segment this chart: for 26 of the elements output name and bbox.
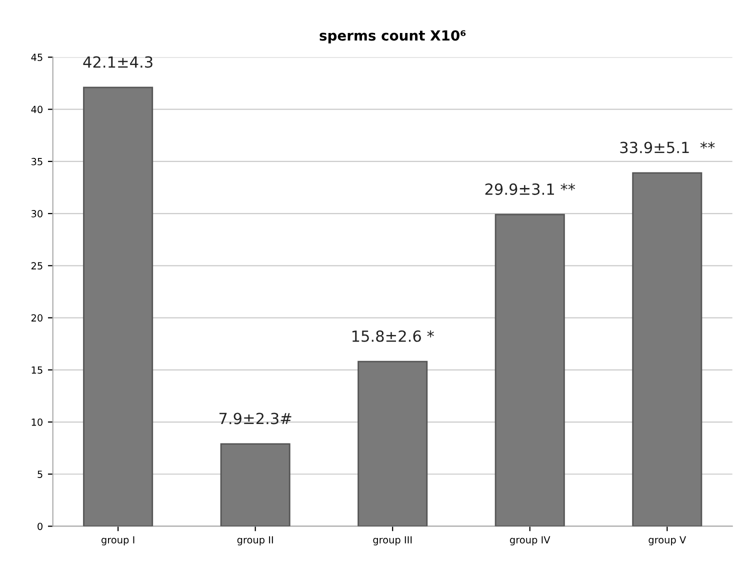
bar: [494, 214, 565, 526]
x-tick-label: group IV: [510, 536, 550, 546]
y-tick-label: 5: [38, 470, 42, 478]
x-tick-label: group III: [373, 536, 412, 546]
y-tick-label: 35: [32, 158, 42, 166]
data-label: 33.9±5.1 **: [620, 142, 715, 154]
x-tick-label: group II: [237, 536, 273, 546]
data-label: 42.1±4.3: [83, 56, 152, 68]
data-label: 29.9±3.1 **: [485, 183, 576, 195]
y-tick-label: 30: [32, 210, 42, 218]
x-tick-label: group I: [101, 536, 134, 546]
bar: [358, 360, 428, 526]
y-tick-label: 45: [31, 54, 42, 62]
chart-title: sperms count X10⁶: [320, 30, 466, 44]
x-tick-label: group V: [648, 536, 686, 546]
data-label: 7.9±2.3#: [219, 412, 292, 424]
bar: [632, 172, 702, 526]
y-tick-label: 15: [32, 366, 42, 374]
y-tick-label: 20: [31, 314, 42, 322]
y-tick-label: 0: [38, 522, 42, 530]
y-tick-label: 10: [32, 418, 42, 426]
data-label: 15.8±2.6 *: [352, 330, 434, 342]
y-tick-label: 40: [31, 106, 42, 114]
bar: [83, 86, 154, 526]
bar: [220, 443, 290, 526]
y-tick-label: 25: [31, 262, 42, 270]
